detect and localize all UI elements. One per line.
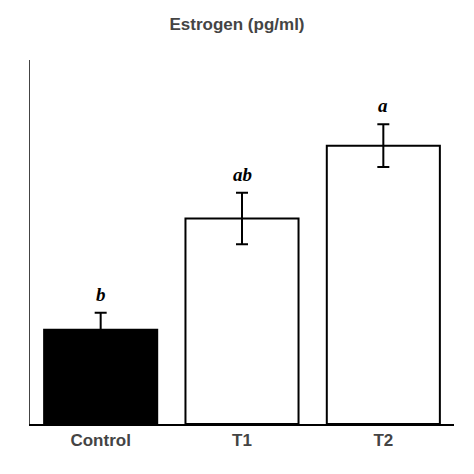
svg-text:Estrogen (pg/ml): Estrogen (pg/ml)	[169, 15, 304, 34]
svg-text:b: b	[96, 284, 106, 305]
svg-text:a: a	[378, 95, 388, 116]
svg-text:T2: T2	[373, 431, 393, 450]
svg-text:ab: ab	[233, 164, 252, 185]
svg-text:T1: T1	[232, 431, 252, 450]
svg-text:Control: Control	[70, 431, 130, 450]
